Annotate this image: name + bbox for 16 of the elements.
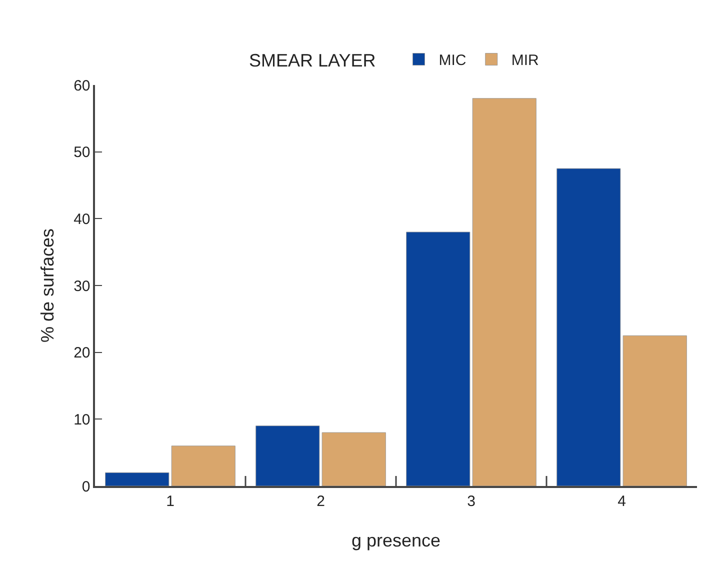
x-tick-label: 2 (316, 492, 325, 510)
y-axis-title: % de surfaces (37, 228, 58, 343)
legend-label: MIC (438, 52, 466, 70)
legend-label: MIR (511, 52, 540, 70)
y-tick-label: 10 (74, 411, 90, 428)
x-tick-label: 3 (467, 492, 476, 510)
legend-title: SMEAR LAYER (249, 50, 391, 70)
x-axis-title: g presence (351, 530, 441, 550)
x-tick-label: 4 (618, 492, 626, 510)
y-tick-label: 20 (74, 344, 90, 362)
y-tick-label: 50 (74, 144, 90, 162)
y-tick-label: 0 (82, 478, 90, 496)
y-tick-label: 30 (74, 278, 90, 295)
x-tick-label: 1 (166, 492, 174, 510)
y-tick-label: 40 (74, 210, 90, 228)
y-tick-label: 60 (74, 77, 90, 94)
